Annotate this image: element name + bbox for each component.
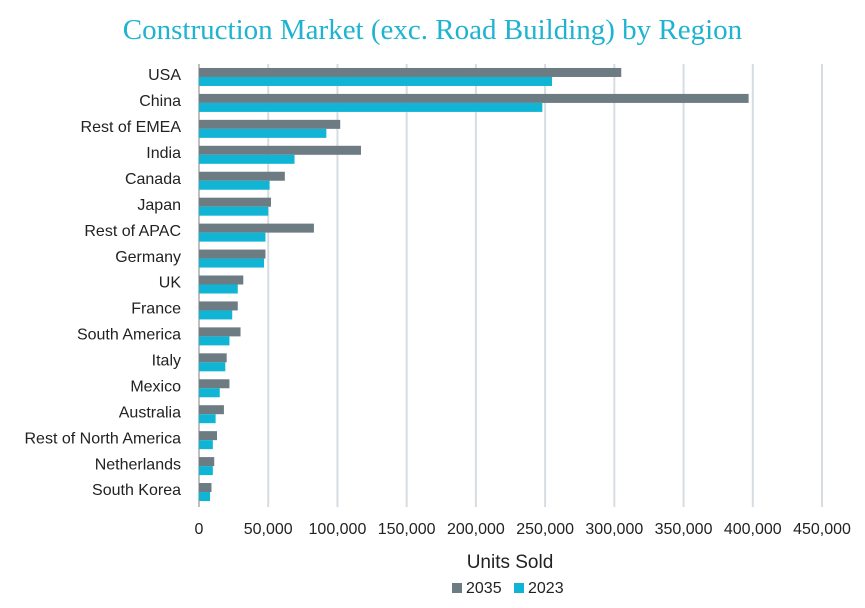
bar-2023 bbox=[199, 284, 238, 294]
category-label: Japan bbox=[137, 197, 181, 214]
bar-2035 bbox=[199, 93, 749, 103]
category-label: France bbox=[131, 301, 181, 318]
x-axis-title: Units Sold bbox=[467, 552, 554, 573]
bar-2035 bbox=[199, 249, 266, 259]
category-labels: USA China Rest of EMEA India Canada Japan Rest… bbox=[25, 67, 182, 499]
category-label: Italy bbox=[152, 353, 181, 370]
x-tick-label: 0 bbox=[195, 521, 204, 538]
bar-2023 bbox=[199, 310, 233, 320]
category-label: China bbox=[139, 93, 181, 110]
x-tick-label: 150,000 bbox=[378, 521, 436, 538]
chart-title: Construction Market (exc. Road Building)… bbox=[122, 14, 743, 46]
category-label: Canada bbox=[125, 171, 181, 188]
bar-2035 bbox=[199, 67, 622, 77]
category-label: South America bbox=[77, 327, 181, 344]
category-label: Rest of North America bbox=[25, 430, 182, 447]
category-label: South Korea bbox=[92, 482, 181, 499]
x-tick-label: 450,000 bbox=[793, 521, 851, 538]
category-label: Rest of APAC bbox=[84, 223, 181, 240]
bar-2035 bbox=[199, 301, 238, 311]
bar-2023 bbox=[199, 102, 543, 112]
category-label: India bbox=[146, 145, 181, 162]
category-label: USA bbox=[148, 67, 181, 84]
bars bbox=[199, 67, 749, 502]
category-label: Rest of EMEA bbox=[81, 119, 182, 136]
bar-2023 bbox=[199, 258, 265, 268]
x-tick-label: 250,000 bbox=[516, 521, 574, 538]
category-label: Australia bbox=[119, 404, 181, 421]
category-label: Germany bbox=[115, 249, 181, 266]
bar-2035 bbox=[199, 353, 227, 363]
legend-swatch bbox=[514, 583, 524, 593]
category-label: UK bbox=[159, 275, 182, 292]
legend: 2035 2023 bbox=[452, 580, 564, 597]
bar-2035 bbox=[199, 223, 314, 233]
bar-2023 bbox=[199, 362, 226, 372]
bar-2023 bbox=[199, 492, 211, 502]
bar-2023 bbox=[199, 466, 213, 476]
bar-2035 bbox=[199, 197, 271, 207]
x-tick-label: 200,000 bbox=[447, 521, 505, 538]
bar-2035 bbox=[199, 379, 230, 389]
bar-2023 bbox=[199, 206, 269, 216]
bar-2023 bbox=[199, 388, 220, 398]
x-tick-label: 100,000 bbox=[309, 521, 367, 538]
x-tick-label: 350,000 bbox=[655, 521, 713, 538]
bar-2035 bbox=[199, 171, 285, 181]
bar-2023 bbox=[199, 440, 213, 450]
legend-label: 2023 bbox=[528, 580, 564, 597]
bar-2035 bbox=[199, 145, 361, 155]
bar-2023 bbox=[199, 76, 553, 86]
bar-2035 bbox=[199, 483, 212, 493]
bar-2035 bbox=[199, 119, 341, 129]
x-tick-label: 50,000 bbox=[244, 521, 293, 538]
grid-lines bbox=[198, 64, 823, 507]
x-tick-labels: 0 50,000 100,000 150,000 200,000 250,000 300,0… bbox=[195, 521, 851, 538]
bar-2035 bbox=[199, 327, 241, 337]
bar-2023 bbox=[199, 180, 270, 190]
category-label: Netherlands bbox=[95, 456, 181, 473]
bar-2035 bbox=[199, 457, 215, 467]
bar-2023 bbox=[199, 336, 230, 346]
bar-2035 bbox=[199, 405, 224, 415]
bar-2023 bbox=[199, 154, 295, 164]
bar-2023 bbox=[199, 232, 266, 242]
bar-2035 bbox=[199, 275, 244, 285]
x-tick-label: 400,000 bbox=[724, 521, 782, 538]
bar-2023 bbox=[199, 128, 327, 138]
bar-2035 bbox=[199, 431, 217, 441]
legend-label: 2035 bbox=[466, 580, 502, 597]
category-label: Mexico bbox=[130, 378, 181, 395]
x-tick-label: 300,000 bbox=[585, 521, 643, 538]
legend-swatch bbox=[452, 583, 462, 593]
bar-2023 bbox=[199, 414, 216, 424]
